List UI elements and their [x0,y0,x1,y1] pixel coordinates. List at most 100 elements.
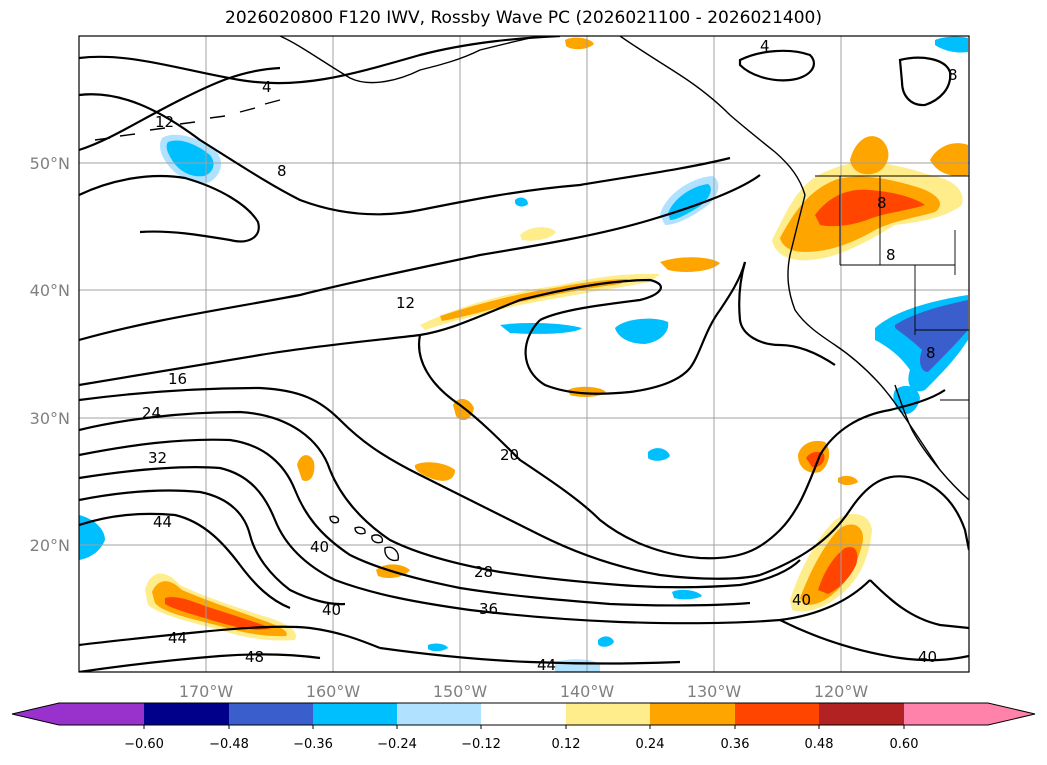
contour-label: 16 [168,370,187,388]
contour-8-ne [898,56,952,107]
contour-40 [79,489,346,606]
colorbar-tick-label: 0.24 [636,737,665,752]
contour-label: 40 [792,591,811,609]
contour-label: 4 [760,37,770,55]
colorbar-tick-label: 0.48 [805,737,834,752]
positive-anomaly-hawaii-west-core [165,597,272,630]
contour-label: 12 [396,294,415,312]
colorbar-extend-low [12,703,59,725]
colorbar-swatch [313,703,397,725]
iwv-contours [79,36,969,672]
lat-label: 40°N [30,281,70,300]
contour-label: 40 [918,648,937,666]
positive-anomaly-coast-core [815,189,925,227]
contour-40-se [869,579,969,630]
contour-label: 28 [474,563,493,581]
lon-label: 120°W [814,682,869,701]
colorbar-outline [11,702,1036,726]
positive-anomaly-small-6 [520,227,556,241]
colorbar-swatch [819,703,904,725]
negative-anomaly-california-core [895,300,968,372]
coastline-hawaii-4 [384,546,400,562]
graticule [79,36,969,672]
contour-28 [79,410,801,589]
coastline-aleutians [94,99,281,141]
colorbar-tick-label: −0.60 [124,737,164,752]
contour-label: 8 [277,162,287,180]
contour-label: 24 [142,404,161,422]
colorbar-swatch [144,703,229,725]
negative-anomaly-aleutian-core [166,140,214,177]
negative-anomaly-small-1 [648,448,670,461]
latitude-labels: 50°N 40°N 30°N 20°N [30,154,70,555]
contour-8-north [79,93,731,216]
lon-label: 160°W [306,682,361,701]
lon-label: 130°W [687,682,742,701]
lon-label: 170°W [179,682,234,701]
colorbar-swatch [735,703,819,725]
contour-20 [524,261,747,395]
colorbar-swatch [397,703,481,725]
contour-16 [79,278,662,387]
positive-anomaly-small-9 [838,475,858,485]
contour-label: 40 [322,601,341,619]
contour-12 [79,174,260,243]
contour-8-coast [738,261,836,366]
negative-anomaly-west-edge [79,515,105,560]
contour-44-south [79,625,381,650]
colorbar-swatch [229,703,313,725]
coastline-baja [894,384,941,471]
map-frame [78,35,970,673]
colorbar-swatch [650,703,735,725]
colorbar-tick-label: 0.36 [721,737,750,752]
contour-label: 32 [148,449,167,467]
contour-label: 44 [153,513,172,531]
contour-12-east [79,174,761,342]
colorbar-tick-label: 0.60 [890,737,919,752]
contour-label: 4 [262,78,272,96]
positive-anomaly-baja-core [818,546,858,594]
contour-48 [79,653,321,672]
contour-44-se [779,619,969,662]
positive-anomaly-ne [930,143,968,177]
longitude-labels: 170°W 160°W 150°W 140°W 130°W 120°W [179,682,869,701]
lat-label: 30°N [30,409,70,428]
contour-24 [79,386,761,580]
colorbar-swatch [59,703,144,725]
negative-anomaly-small-5 [515,197,528,207]
contour-4 [79,36,561,85]
contour-4-ne [738,49,815,82]
negative-anomaly-small-2 [672,589,702,600]
negative-anomaly-north-edge [935,36,968,53]
political-borders [815,175,969,401]
positive-anomaly-streak [420,273,660,330]
positive-anomaly-small-5 [660,257,720,272]
contour-label: 8 [877,194,887,212]
negative-anomaly-small-6 [428,643,448,652]
lon-label: 150°W [433,682,488,701]
contour-44-west [79,512,291,610]
coastline-alaska [279,36,541,84]
map-title: 2026020800 F120 IWV, Rossby Wave PC (202… [225,8,822,28]
colorbar-tick-label: −0.12 [461,737,501,752]
coastlines [94,36,969,562]
negative-anomaly-midocean [615,318,669,344]
contour-label: 8 [926,344,936,362]
coastline-hawaii-1 [329,515,340,524]
contour-44-east [379,646,681,665]
colorbar-extend-high [988,703,1035,725]
contour-40-east [759,475,969,577]
contour-32 [79,438,751,607]
coastline-hawaii-3 [371,534,384,544]
negative-anomaly-small-3 [598,636,614,647]
lon-label: 140°W [560,682,615,701]
contour-20-loop [417,334,946,560]
contour-label: 44 [537,656,556,674]
contour-36 [79,466,871,625]
colorbar-swatch [566,703,650,725]
colorbar-tick-label: 0.12 [552,737,581,752]
contour-label: 36 [479,600,498,618]
positive-anomaly-small-3 [414,462,455,481]
colorbar-tick-label: −0.24 [377,737,417,752]
contour-label: 8 [948,66,958,84]
